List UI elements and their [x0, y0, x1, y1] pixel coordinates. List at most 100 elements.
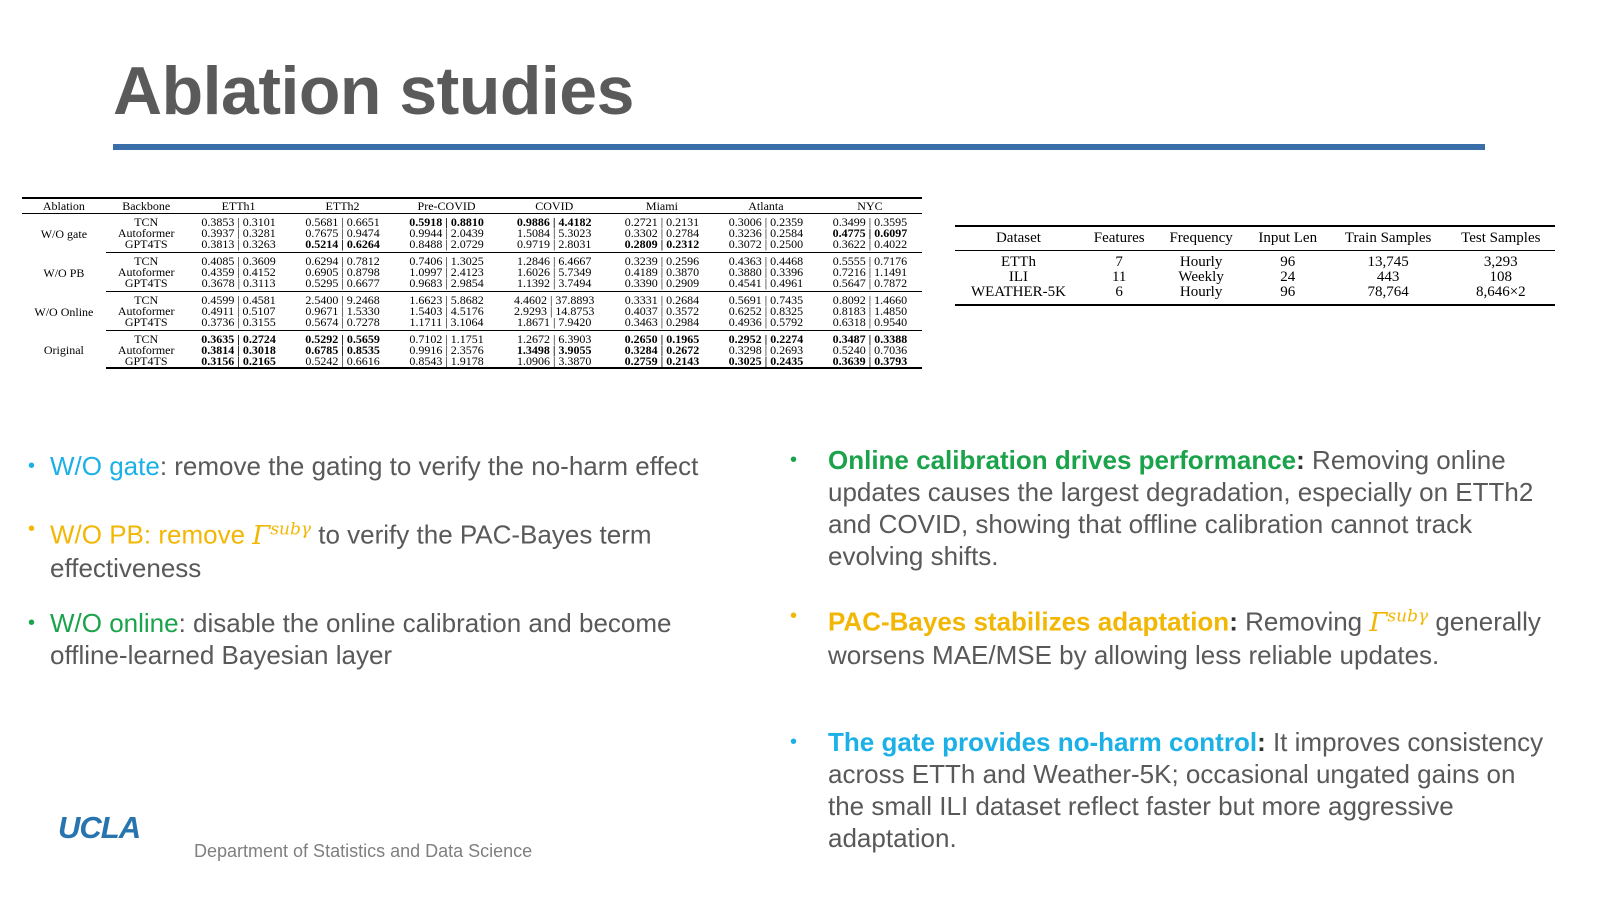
- results-row: W/O Online TCN 0.4599 | 0.4581 2.5400 | 9.2…: [22, 292, 922, 318]
- results-row: GPT4TS 0.3156 | 0.2165 0.5242 | 0.6616 0.85…: [22, 355, 922, 369]
- dataset-header-cell: Input Len: [1245, 225, 1330, 251]
- metric-cell: 1.3498 | 3.9055: [516, 343, 592, 357]
- bullet-colon: :: [1229, 606, 1238, 637]
- metric-cell: 0.4775 | 0.6097: [832, 226, 908, 240]
- metric-cell: 0.3006 | 0.2359: [728, 215, 804, 229]
- metric-cell: 0.3331 | 0.2684: [624, 293, 700, 307]
- results-header-cell: ETTh2: [290, 197, 395, 214]
- metric-cell: 0.3236 | 0.2584: [728, 226, 804, 240]
- metric-cell: 0.3239 | 0.2596: [624, 254, 700, 268]
- metric-cell: 0.4189 | 0.3870: [624, 265, 700, 279]
- results-body: W/O gate TCN 0.3853 | 0.3101 0.5681 | 0.665…: [22, 214, 922, 369]
- metric-cell: 0.8183 | 1.4850: [832, 304, 908, 318]
- bullet-rest: : remove the gating to verify the no-har…: [159, 451, 699, 481]
- metric-cell: 1.6026 | 5.7349: [517, 265, 592, 279]
- bullet-text: W/O online: disable the online calibrati…: [50, 607, 730, 671]
- ablation-label: W/O Online: [34, 305, 94, 319]
- dataset-header-cell: Train Samples: [1329, 225, 1447, 251]
- metric-cell: 0.9916 | 2.3576: [409, 343, 484, 357]
- results-row: Autoformer 0.4911 | 0.5107 0.9671 | 1.5330…: [22, 304, 922, 318]
- results-row: GPT4TS 0.3813 | 0.3263 0.5214 | 0.6264 0.84…: [22, 238, 922, 253]
- gamma-letter: Γ: [252, 520, 271, 551]
- bullet-text: PAC-Bayes stabilizes adaptation: Removin…: [828, 600, 1548, 671]
- backbone-label: Autoformer: [117, 343, 175, 357]
- dataset-cell: 3,293: [1483, 254, 1518, 270]
- metric-cell: 0.4037 | 0.3572: [624, 304, 700, 318]
- metric-cell: 0.5647 | 0.7872: [817, 277, 922, 292]
- metric-cell: 0.5674 | 0.7278: [290, 316, 395, 331]
- bullet-rest: : disable the online calibration and bec…: [50, 608, 672, 670]
- dataset-header-cell: Test Samples: [1446, 225, 1555, 251]
- metric-cell: 0.8488 | 2.0729: [394, 238, 499, 253]
- bullet-colon: :: [1296, 445, 1305, 475]
- backbone-label: TCN: [134, 215, 159, 229]
- backbone-label: GPT4TS: [105, 238, 187, 253]
- results-row: GPT4TS 0.3678 | 0.3113 0.5295 | 0.6677 0.96…: [22, 277, 922, 292]
- metric-cell: 1.0906 | 3.3870: [498, 355, 610, 369]
- metric-cell: 0.4359 | 0.4152: [201, 265, 276, 279]
- gamma-superscript: subγ: [1387, 606, 1429, 626]
- metric-cell: 0.3880 | 0.3396: [728, 265, 804, 279]
- dataset-row: WEATHER-5K 6 Hourly 96 78,764 8,646×2: [955, 285, 1555, 306]
- results-row: GPT4TS 0.3736 | 0.3155 0.5674 | 0.7278 1.17…: [22, 316, 922, 331]
- backbone-label: TCN: [134, 254, 159, 268]
- dataset-cell: 24: [1280, 269, 1296, 285]
- dataset-cell: Hourly: [1179, 254, 1223, 270]
- metric-cell: 0.2952 | 0.2274: [728, 332, 804, 346]
- metric-cell: 0.4541 | 0.4961: [713, 277, 818, 292]
- metric-cell: 0.2721 | 0.2131: [624, 215, 700, 229]
- metric-cell: 0.3302 | 0.2784: [624, 226, 700, 240]
- metric-cell: 1.8671 | 7.9420: [498, 316, 610, 331]
- results-header-cell: Pre-COVID: [394, 197, 499, 214]
- backbone-label: Autoformer: [117, 304, 175, 318]
- metric-cell: 4.4602 | 37.8893: [514, 293, 595, 307]
- bullet-body: It improves consistency across ETTh and …: [828, 727, 1544, 853]
- bullet-body: generally worsens MAE/MSE by allowing le…: [828, 606, 1541, 670]
- metric-cell: 0.5292 | 0.5659: [305, 332, 380, 346]
- backbone-label: Autoformer: [117, 265, 175, 279]
- dataset-header-cell: Features: [1081, 225, 1157, 251]
- dataset-cell: 96: [1245, 285, 1330, 306]
- dataset-cell: WEATHER-5K: [955, 285, 1082, 306]
- dataset-row: ETTh 7 Hourly 96 13,745 3,293: [955, 251, 1555, 271]
- dataset-cell: 96: [1280, 254, 1296, 270]
- metric-cell: 0.3072 | 0.2500: [713, 238, 818, 253]
- metric-cell: 0.5240 | 0.7036: [832, 343, 908, 357]
- ablation-label: W/O gate: [40, 227, 88, 242]
- gamma-letter: Γ: [1369, 607, 1388, 638]
- results-row: W/O gate TCN 0.3853 | 0.3101 0.5681 | 0.665…: [22, 214, 922, 240]
- metric-cell: 0.5242 | 0.6616: [290, 355, 395, 369]
- results-row: Original TCN 0.3635 | 0.2724 0.5292 | 0.565…: [22, 331, 922, 356]
- metric-cell: 0.5918 | 0.8810: [409, 215, 484, 229]
- metric-cell: 0.3678 | 0.3113: [186, 277, 291, 292]
- dataset-cell: Hourly: [1156, 285, 1246, 306]
- backbone-label: Autoformer: [117, 226, 175, 240]
- results-header-cell: NYC: [817, 197, 922, 214]
- results-header-cell: COVID: [498, 197, 610, 214]
- bullet-text: W/O gate: remove the gating to verify th…: [50, 450, 698, 482]
- dataset-header-row: Dataset Features Frequency Input Len Tra…: [955, 225, 1555, 251]
- results-row: W/O PB TCN 0.4085 | 0.3609 0.6294 | 0.7812 0…: [22, 253, 922, 279]
- dataset-header-cell: Dataset: [955, 225, 1082, 251]
- metric-cell: 0.7675 | 0.9474: [305, 226, 380, 240]
- results-header-cell: ETTh1: [186, 197, 291, 214]
- backbone-label: GPT4TS: [105, 355, 187, 369]
- metric-cell: 1.1392 | 3.7494: [498, 277, 610, 292]
- metric-cell: 0.4085 | 0.3609: [201, 254, 276, 268]
- bullet-key: W/O PB: remove: [50, 519, 253, 550]
- dataset-cell: ETTh: [1000, 254, 1036, 270]
- results-row: Autoformer 0.3814 | 0.3018 0.6785 | 0.8535…: [22, 343, 922, 357]
- metric-cell: 1.0997 | 2.4123: [409, 265, 484, 279]
- metric-cell: 0.9683 | 2.9854: [394, 277, 499, 292]
- metric-cell: 0.4936 | 0.5792: [713, 316, 818, 331]
- metric-cell: 0.6785 | 0.8535: [305, 343, 380, 357]
- metric-cell: 0.7216 | 1.1491: [832, 265, 908, 279]
- metric-cell: 0.4599 | 0.4581: [201, 293, 276, 307]
- metric-cell: 0.3736 | 0.3155: [186, 316, 291, 331]
- dataset-row: ILI 11 Weekly 24 443 108: [955, 270, 1555, 285]
- metric-cell: 0.6318 | 0.9540: [817, 316, 922, 331]
- bullet-rest: to verify the PAC-Bayes term effectivene…: [50, 519, 652, 583]
- bullet-text: W/O PB: remove Γsubγ to verify the PAC-B…: [50, 513, 730, 584]
- metric-cell: 0.2650 | 0.1965: [624, 332, 700, 346]
- dataset-cell: 6: [1081, 285, 1157, 306]
